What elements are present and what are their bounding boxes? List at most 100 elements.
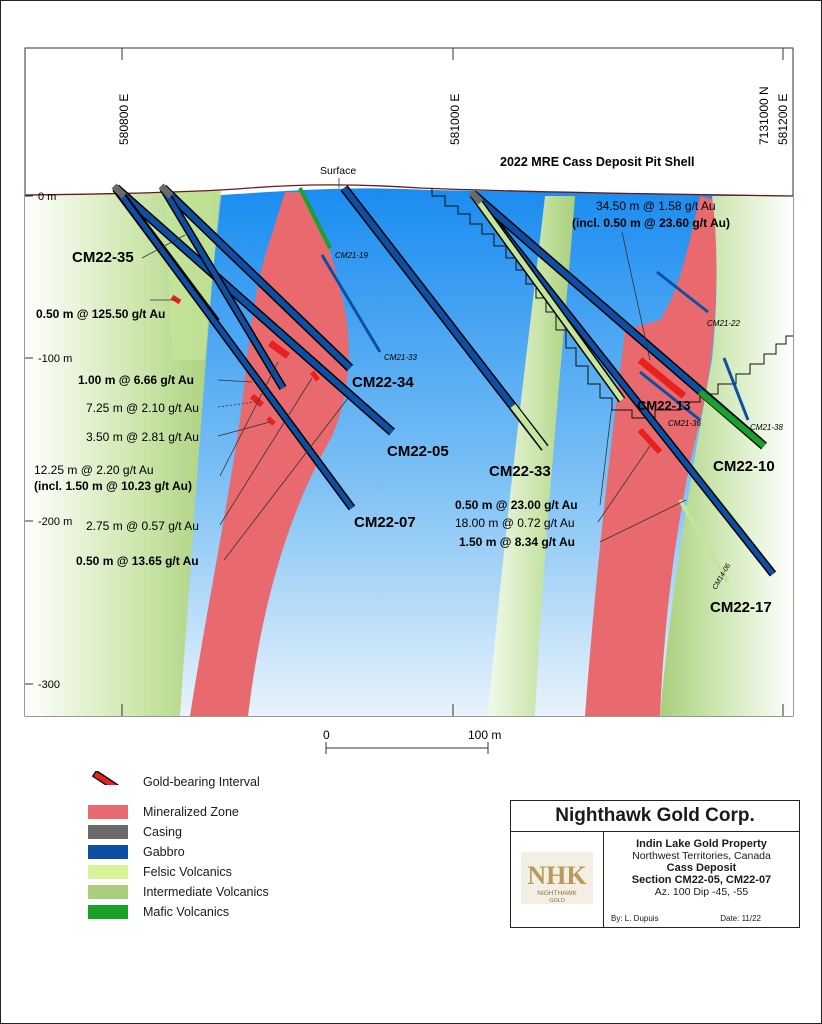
title-block: Nighthawk Gold Corp. NHK NIGHTHAWK GOLD …: [510, 800, 800, 928]
scale-bar: 0 100 m: [323, 728, 501, 754]
gabbro-swatch: [88, 845, 128, 859]
legend-label: Gabbro: [143, 845, 185, 859]
legend-item-felsic: Felsic Volcanics: [88, 865, 348, 881]
legend-item-casing: Casing: [88, 825, 348, 841]
hole-label: CM22-33: [489, 463, 551, 480]
legend-item-intermediate: Intermediate Volcanics: [88, 885, 348, 901]
orientation: Az. 100 Dip -45, -55: [654, 886, 749, 898]
property-name: Indin Lake Gold Property: [636, 838, 767, 850]
drillhole-cm22-34: [160, 185, 353, 371]
company-logo: NHK NIGHTHAWK GOLD: [511, 832, 604, 927]
hole-label: CM22-05: [387, 443, 449, 460]
pit-shell-outline: [431, 188, 793, 419]
depth-axis: 0 m -100 m -200 m -300: [25, 191, 72, 691]
minor-hole-label: CM21-19: [335, 251, 368, 260]
intercept-label: 34.50 m @ 1.58 g/t Au: [596, 199, 716, 213]
nighthawk-logo-icon: NHK NIGHTHAWK GOLD: [521, 852, 593, 904]
easting-label-3: 581200 E: [776, 94, 790, 145]
legend-item-mineralized: Mineralized Zone: [88, 805, 348, 821]
minor-hole-label: CM21-36: [668, 419, 701, 428]
legend-label: Felsic Volcanics: [143, 865, 232, 879]
mineralized-zone-right: [585, 196, 717, 716]
mafic-swatch: [88, 905, 128, 919]
intercept-label: 0.50 m @ 13.65 g/t Au: [76, 554, 199, 568]
hole-label: CM22-17: [710, 599, 772, 616]
property-location: Northwest Territories, Canada: [632, 850, 771, 862]
legend-item-gold: Gold-bearing Interval: [88, 771, 348, 791]
map-title: 2022 MRE Cass Deposit Pit Shell: [500, 155, 695, 169]
hole-labels: CM22-35 CM22-34 CM22-05 CM22-07 CM22-33 …: [72, 234, 783, 616]
surface-label: Surface: [320, 165, 356, 177]
intercept-label: 2.75 m @ 0.57 g/t Au: [86, 519, 199, 533]
section-name: Section CM22-05, CM22-07: [631, 874, 772, 886]
svg-text:GOLD: GOLD: [549, 898, 565, 904]
drillhole-cm22-07: [113, 186, 355, 510]
intercept-label: 0.50 m @ 23.00 g/t Au: [455, 498, 578, 512]
hole-label: CM22-34: [352, 374, 414, 391]
easting-label-2: 581000 E: [448, 94, 462, 145]
hole-label: CM22-35: [72, 249, 134, 266]
author: By: L. Dupuis: [611, 914, 659, 923]
svg-text:NIGHTHAWK: NIGHTHAWK: [537, 890, 577, 897]
intercept-label: 1.50 m @ 8.34 g/t Au: [459, 535, 575, 549]
legend-label: Gold-bearing Interval: [143, 775, 260, 789]
drillhole-cm22-33: [341, 186, 548, 450]
depth-label-100: -100 m: [38, 353, 72, 365]
legend-item-gabbro: Gabbro: [88, 845, 348, 861]
intercept-label: 0.50 m @ 125.50 g/t Au: [36, 307, 165, 321]
depth-label-300: -300: [38, 679, 60, 691]
company-name: Nighthawk Gold Corp.: [511, 801, 799, 832]
intermediate-volcanics-centre: [488, 196, 575, 716]
drillhole-cm21-33: [320, 254, 382, 353]
intercept-label: 12.25 m @ 2.20 g/t Au: [34, 463, 154, 477]
gold-interval-icon: [91, 771, 120, 785]
drill-holes: [111, 183, 777, 584]
felsic-swatch: [88, 865, 128, 879]
intercept-label: 1.00 m @ 6.66 g/t Au: [78, 373, 194, 387]
legend-label: Mineralized Zone: [143, 805, 239, 819]
scale-zero: 0: [323, 728, 330, 742]
svg-text:NHK: NHK: [527, 861, 587, 890]
drillhole-cm21-19: [298, 187, 332, 249]
minor-hole-label: CM21-38: [750, 423, 783, 432]
ground-surface-line: [24, 184, 794, 197]
intercept-label: (incl. 0.50 m @ 23.60 g/t Au): [572, 216, 730, 230]
depth-label-200: -200 m: [38, 516, 72, 528]
intercepts-left: 0.50 m @ 125.50 g/t Au 1.00 m @ 6.66 g/t…: [34, 299, 349, 568]
hole-label: CM22-13: [637, 398, 690, 413]
drillhole-cm21-36: [639, 370, 701, 422]
depth-label-0: 0 m: [38, 191, 56, 203]
intercept-label: 18.00 m @ 0.72 g/t Au: [455, 516, 575, 530]
drillhole-cm22-05: [114, 185, 394, 435]
drillhole-cm22-35b: [160, 186, 286, 390]
drillhole-cm21-38: [722, 357, 750, 421]
deposit-name: Cass Deposit: [666, 862, 737, 874]
hole-label: CM22-07: [354, 514, 416, 531]
easting-label-1: 580800 E: [117, 94, 131, 145]
title-block-info: Indin Lake Gold Property Northwest Terri…: [604, 832, 799, 898]
gold-intervals: [170, 294, 687, 455]
drillhole-cm21-22: [656, 270, 709, 314]
intercept-label: 3.50 m @ 2.81 g/t Au: [86, 430, 199, 444]
legend-label: Mafic Volcanics: [143, 905, 230, 919]
minor-hole-label: CM21-33: [384, 353, 417, 362]
northing-label: 7131000 N: [757, 86, 771, 145]
legend-label: Casing: [143, 825, 182, 839]
intercepts-right: 34.50 m @ 1.58 g/t Au (incl. 0.50 m @ 23…: [455, 199, 730, 549]
date: Date: 11/22: [720, 914, 761, 923]
legend-item-mafic: Mafic Volcanics: [88, 905, 348, 921]
drillhole-cm22-13: [470, 192, 625, 402]
minor-hole-label: CM21-22: [707, 319, 740, 328]
intercept-label: 7.25 m @ 2.10 g/t Au: [86, 401, 199, 415]
legend-label: Intermediate Volcanics: [143, 885, 269, 899]
drillhole-cm14-06: [678, 498, 730, 584]
intercept-label: (incl. 1.50 m @ 10.23 g/t Au): [34, 479, 192, 493]
casing-swatch: [88, 825, 128, 839]
intermediate-volcanics-right: [660, 196, 793, 716]
mineralized-swatch: [88, 805, 128, 819]
intermediate-swatch: [88, 885, 128, 899]
scale-end: 100 m: [468, 728, 501, 742]
easting-grid: 580800 E 581000 E 581200 E 7131000 N: [117, 48, 790, 716]
hole-label: CM22-10: [713, 458, 775, 475]
